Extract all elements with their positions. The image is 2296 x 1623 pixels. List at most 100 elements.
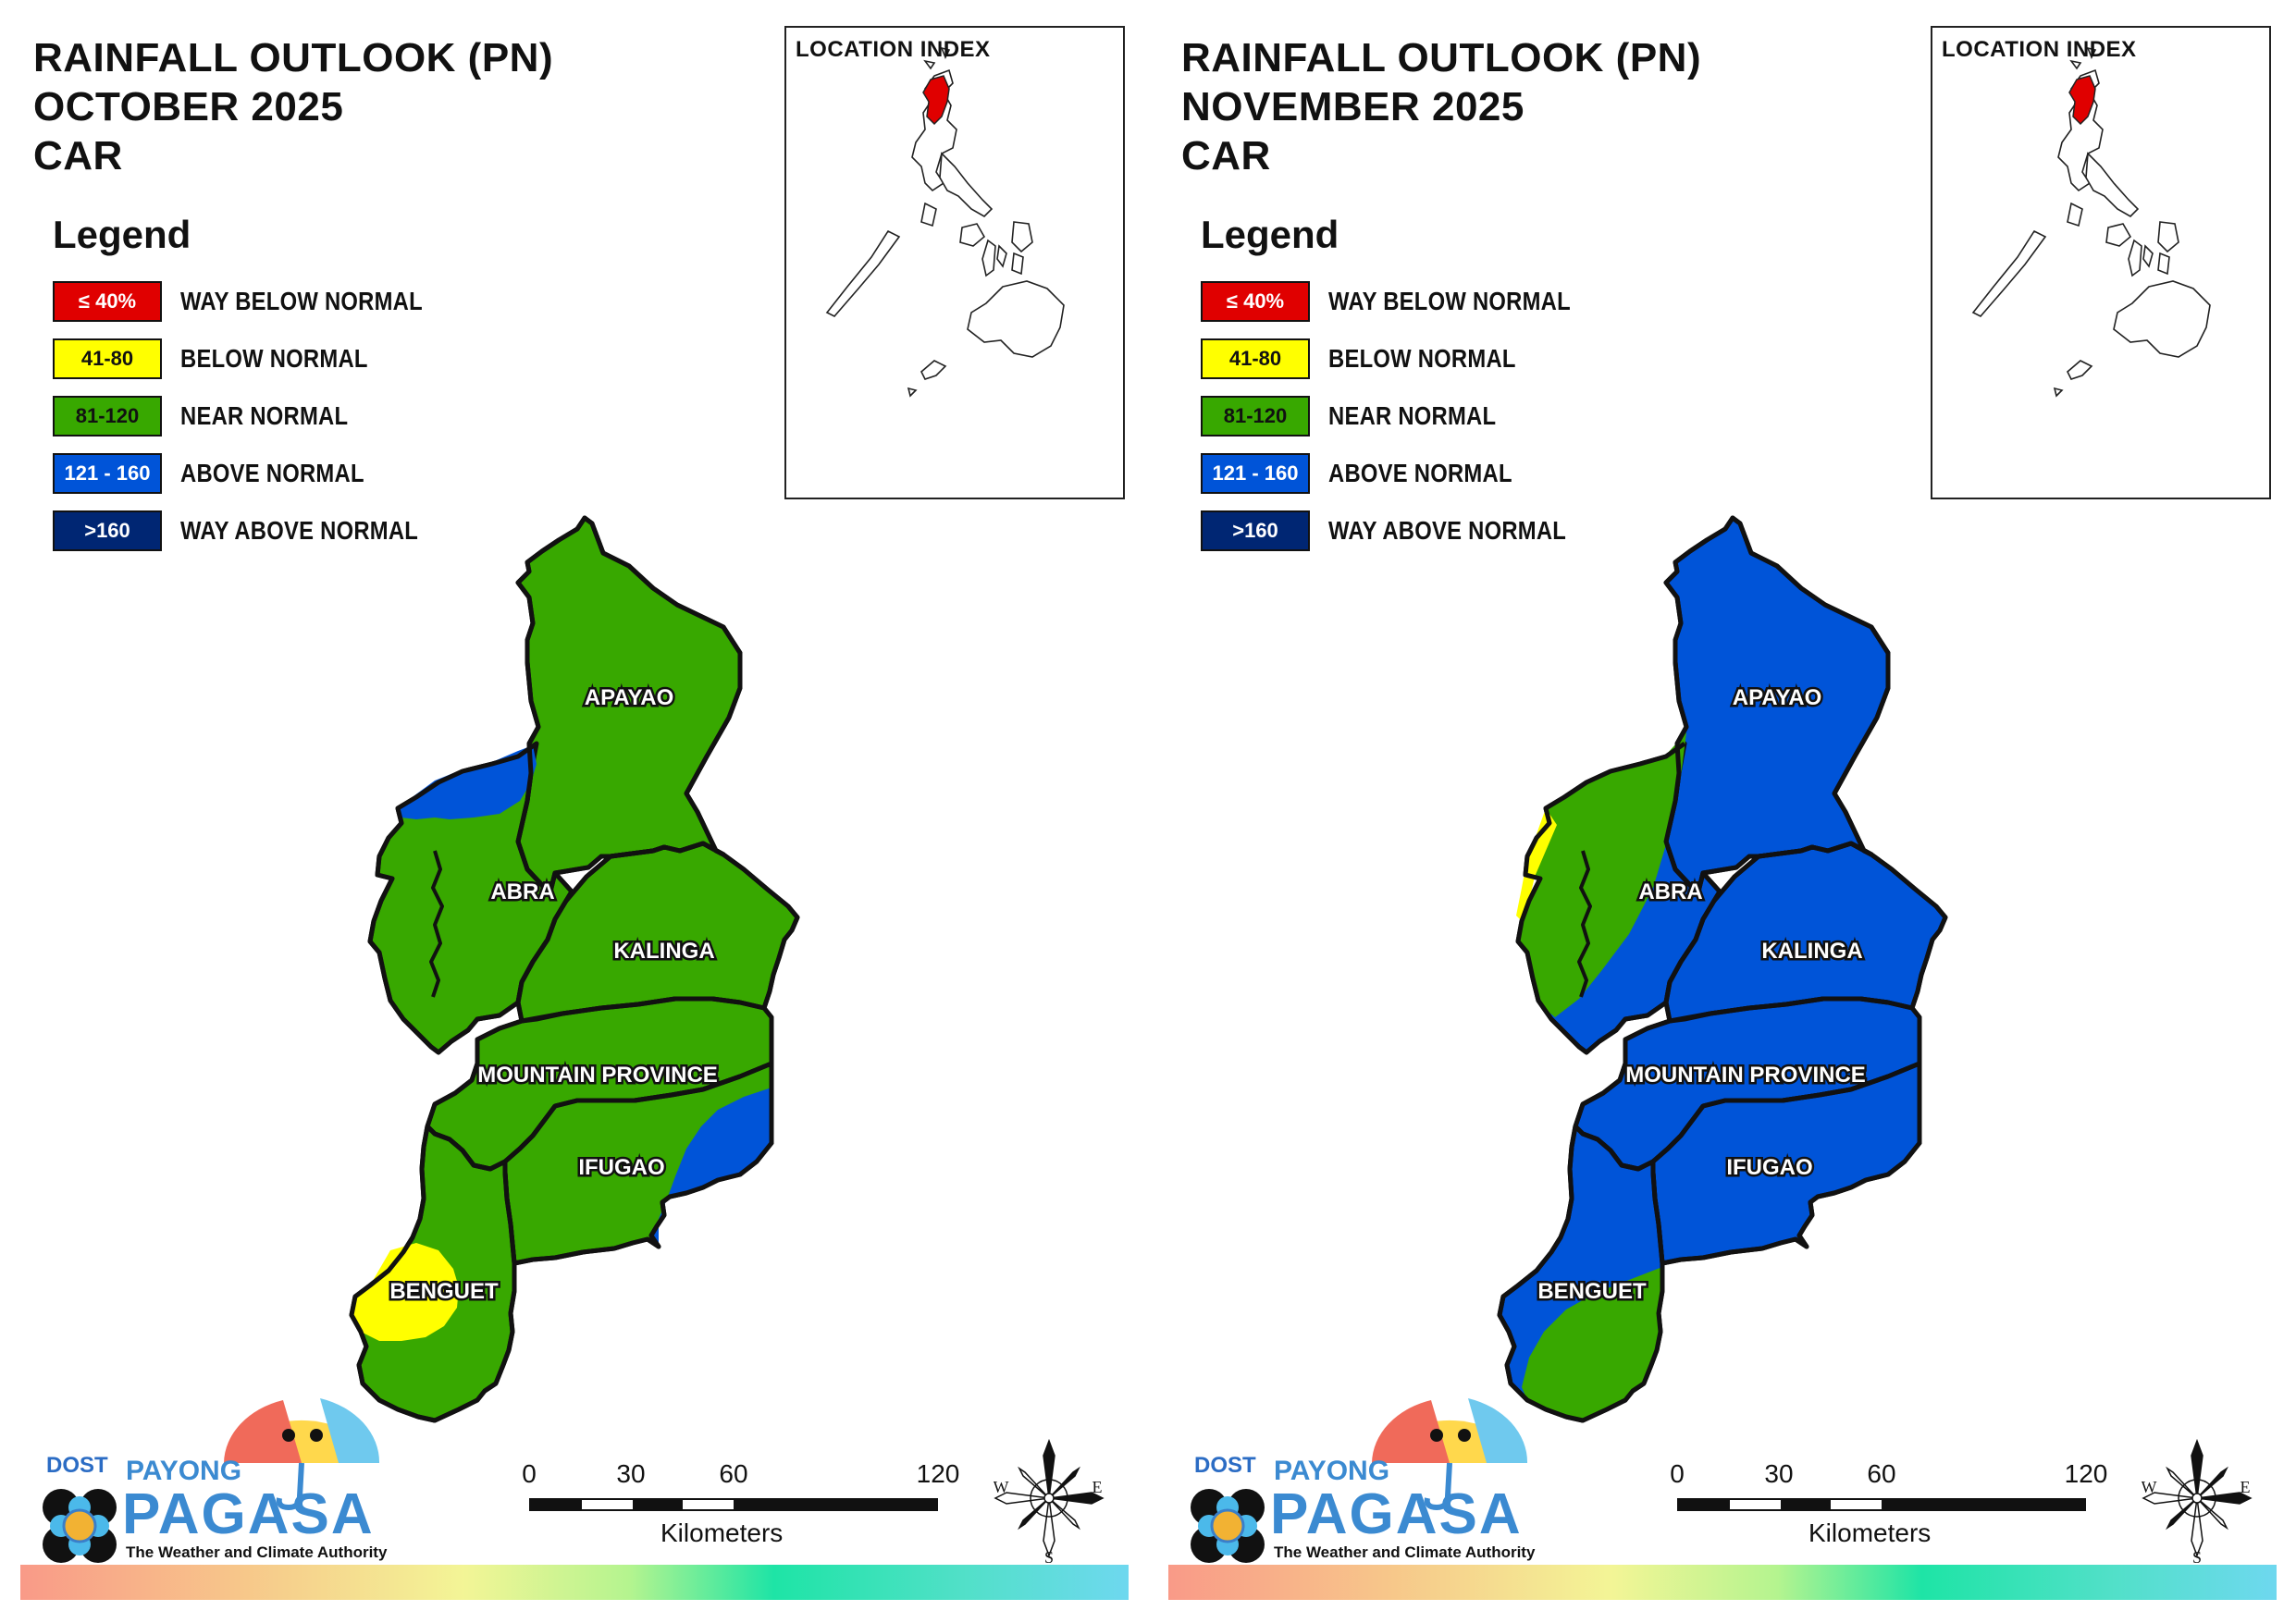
province-label-kalinga: KALINGA [613,939,714,964]
batanes-outline [2086,46,2097,59]
babuyan-outline [923,59,936,70]
legend-swatch: 121 - 160 [1201,453,1310,494]
compass-w: W [2142,1478,2157,1496]
scale-tick-60: 60 [719,1459,748,1488]
payong-pagasa-logo-graphic: DOST PAYONG PAGASA The Weather and Clima… [43,1398,388,1563]
panel-october: RAINFALL OUTLOOK (PN) OCTOBER 2025 CAR L… [20,26,1129,1600]
title-line-1: RAINFALL OUTLOOK (PN) [1181,35,1702,80]
compass-s: S [2192,1548,2202,1563]
legend-label: NEAR NORMAL [1328,401,1497,430]
scale-tick-120: 120 [916,1459,960,1488]
babuyan-outline [2069,59,2082,70]
negros-outline [2128,239,2142,277]
province-label-mountain-province: MOUNTAIN PROVINCE [477,1063,718,1088]
legend-swatch: >160 [53,510,162,551]
car-highlight [2068,75,2096,126]
pagasa-logo: DOST PAYONG PAGASA The Weather and Clima… [1181,1387,1551,1568]
mindoro-outline [920,202,937,227]
logo-tagline-text: The Weather and Climate Authority [1274,1543,1536,1561]
mindanao-outline [2113,280,2211,358]
title-line-2: OCTOBER 2025 [33,84,344,129]
cebu-outline [996,244,1007,268]
bicol-outline [939,152,994,217]
payong-pagasa-logo-graphic: DOST PAYONG PAGASA The Weather and Clima… [1191,1398,1536,1563]
logo-tagline-text: The Weather and Climate Authority [126,1543,388,1561]
batanes-outline [940,46,951,59]
abra-near-normal-area [1518,732,1686,1017]
logo-payong-text: PAYONG [1274,1456,1389,1486]
ifugao-above-normal-area [651,1088,772,1247]
legend-label: NEAR NORMAL [180,401,349,430]
province-label-apayao: APAYAO [1733,685,1822,710]
panay-outline [959,223,986,247]
province-label-apayao: APAYAO [585,685,674,710]
province-label-benguet: BENGUET [1537,1279,1647,1304]
car-rainfall-map: APAYAO ABRA KALINGA MOUNTAIN PROVINCE IF… [1497,515,1948,1423]
scale-tick-0: 0 [1670,1459,1685,1488]
compass-rose-icon: N E S W [994,1433,1105,1563]
province-label-kalinga: KALINGA [1761,939,1862,964]
province-label-abra: ABRA [490,879,554,904]
negros-outline [981,239,996,277]
car-highlight [922,75,950,126]
samar-outline [2157,221,2179,253]
scale-bar-graphic [529,1498,938,1511]
legend-swatch: ≤ 40% [1201,281,1310,322]
compass-n: N [2191,1433,2203,1435]
legend-title: Legend [1201,213,1339,256]
logo-dost-text: DOST [1194,1453,1256,1478]
compass-rose-icon: N E S W [2142,1433,2253,1563]
benguet-below-normal-area [352,1243,459,1341]
legend-title: Legend [53,213,191,256]
mindoro-outline [2067,202,2083,227]
legend-swatch: 81-120 [1201,396,1310,436]
legend-label: BELOW NORMAL [180,344,368,373]
province-label-ifugao: IFUGAO [1726,1155,1812,1180]
legend-label: WAY ABOVE NORMAL [180,516,419,545]
inset-title: LOCATION INDEX [1942,37,2137,62]
map-title: RAINFALL OUTLOOK (PN) OCTOBER 2025 CAR [33,33,553,180]
mindanao-outline [967,280,1065,358]
logo-pagasa-text: PAGASA [122,1482,375,1546]
legend-label: WAY BELOW NORMAL [1328,287,1571,315]
title-line-3: CAR [1181,133,1271,178]
scale-unit-label: Kilometers [1808,1518,1932,1547]
inset-title: LOCATION INDEX [796,37,991,62]
scale-tick-60: 60 [1867,1459,1896,1488]
title-line-3: CAR [33,133,123,178]
leyte-outline [1011,252,1024,276]
bicol-outline [2085,152,2140,217]
car-rainfall-map: APAYAO ABRA KALINGA MOUNTAIN PROVINCE IF… [349,515,800,1423]
philippines-inset-map [825,46,1065,398]
sulu-outline [920,360,947,380]
scale-tick-120: 120 [2064,1459,2108,1488]
map-title: RAINFALL OUTLOOK (PN) NOVEMBER 2025 CAR [1181,33,1701,180]
tawi-outline [2053,387,2064,398]
location-index-inset: LOCATION INDEX [784,26,1125,499]
compass-e: E [2240,1478,2251,1496]
province-label-mountain-province: MOUNTAIN PROVINCE [1625,1063,1866,1088]
compass-w: W [994,1478,1009,1496]
legend-label: WAY BELOW NORMAL [180,287,423,315]
legend-label: ABOVE NORMAL [180,459,364,487]
bottom-gradient-strip [20,1565,1129,1600]
palawan-outline [825,229,901,317]
leyte-outline [2157,252,2170,276]
province-label-benguet: BENGUET [389,1279,499,1304]
cebu-outline [2142,244,2154,268]
title-line-2: NOVEMBER 2025 [1181,84,1524,129]
scale-tick-30: 30 [616,1459,646,1488]
title-line-1: RAINFALL OUTLOOK (PN) [33,35,554,80]
legend-swatch: 81-120 [53,396,162,436]
palawan-outline [1971,229,2047,317]
scale-bar: 0 30 60 120 Kilometers [518,1459,999,1547]
sulu-outline [2067,360,2093,380]
legend-swatch: ≤ 40% [53,281,162,322]
province-label-abra: ABRA [1638,879,1702,904]
samar-outline [1011,221,1033,253]
logo-pagasa-text: PAGASA [1270,1482,1523,1546]
scale-bar-graphic [1677,1498,2086,1511]
location-index-inset: LOCATION INDEX [1931,26,2271,499]
benguet-near-normal-area [1522,1267,1662,1420]
logo-payong-text: PAYONG [126,1456,241,1486]
